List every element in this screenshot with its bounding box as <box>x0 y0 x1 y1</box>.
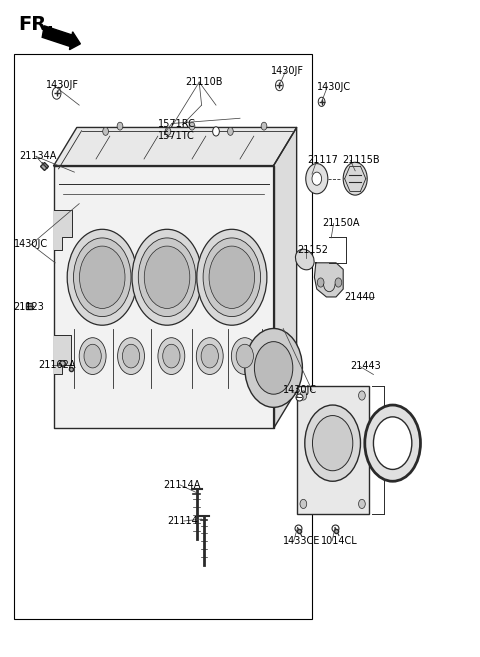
Text: 1430JC: 1430JC <box>317 81 351 92</box>
Circle shape <box>276 80 283 91</box>
Circle shape <box>306 164 328 194</box>
Circle shape <box>201 344 218 368</box>
Circle shape <box>245 328 302 407</box>
Polygon shape <box>54 166 274 428</box>
Text: 21110B: 21110B <box>185 77 222 87</box>
Circle shape <box>261 122 267 130</box>
Text: 21150A: 21150A <box>323 218 360 229</box>
Text: 1430JC: 1430JC <box>283 385 317 396</box>
Circle shape <box>312 416 353 470</box>
Circle shape <box>138 238 196 317</box>
Text: 1014CL: 1014CL <box>321 535 358 546</box>
Circle shape <box>254 342 293 394</box>
Text: FR.: FR. <box>18 16 54 34</box>
Circle shape <box>300 499 307 509</box>
Circle shape <box>118 338 144 374</box>
Circle shape <box>158 338 185 374</box>
Circle shape <box>144 246 190 308</box>
Circle shape <box>231 338 258 374</box>
Polygon shape <box>314 263 343 297</box>
Text: 21114: 21114 <box>167 516 198 526</box>
Text: 21123: 21123 <box>13 302 44 313</box>
FancyArrow shape <box>42 26 80 50</box>
Circle shape <box>305 405 360 481</box>
Circle shape <box>117 122 123 130</box>
Circle shape <box>197 229 267 325</box>
Text: 1430JC: 1430JC <box>14 239 48 250</box>
Circle shape <box>73 238 131 317</box>
Text: 1430JF: 1430JF <box>46 80 79 91</box>
Circle shape <box>189 122 195 130</box>
Circle shape <box>335 278 342 287</box>
Circle shape <box>236 344 253 368</box>
Circle shape <box>132 229 202 325</box>
Circle shape <box>317 278 324 287</box>
Circle shape <box>209 246 254 308</box>
Bar <box>14 54 312 619</box>
Bar <box>297 386 369 514</box>
Circle shape <box>203 238 261 317</box>
Text: 1571RC: 1571RC <box>158 118 196 129</box>
Polygon shape <box>274 127 297 428</box>
Circle shape <box>84 344 101 368</box>
Circle shape <box>52 87 61 99</box>
Circle shape <box>318 97 325 106</box>
Circle shape <box>196 338 223 374</box>
Text: 1430JF: 1430JF <box>271 66 304 76</box>
Polygon shape <box>54 335 71 374</box>
Circle shape <box>80 246 125 308</box>
Circle shape <box>213 127 219 136</box>
Circle shape <box>67 229 137 325</box>
Text: 21443: 21443 <box>350 361 381 371</box>
Polygon shape <box>54 210 72 250</box>
Circle shape <box>343 162 367 195</box>
Text: 21152: 21152 <box>298 244 329 255</box>
Circle shape <box>165 127 171 135</box>
Circle shape <box>373 417 412 469</box>
Text: 21114A: 21114A <box>163 480 201 490</box>
Ellipse shape <box>296 249 314 270</box>
Circle shape <box>79 338 106 374</box>
Text: 21162A: 21162A <box>38 360 76 371</box>
Text: 1571TC: 1571TC <box>158 131 195 141</box>
Text: 21440: 21440 <box>345 292 375 302</box>
Polygon shape <box>54 127 297 166</box>
Circle shape <box>359 391 365 400</box>
Text: 1433CE: 1433CE <box>283 535 321 546</box>
Text: 21117: 21117 <box>307 155 338 166</box>
Circle shape <box>359 499 365 509</box>
Circle shape <box>103 127 108 135</box>
Circle shape <box>300 391 307 400</box>
Text: 21115B: 21115B <box>342 155 379 166</box>
Text: 21134A: 21134A <box>19 151 57 162</box>
Circle shape <box>365 405 420 481</box>
Circle shape <box>122 344 140 368</box>
Circle shape <box>312 172 322 185</box>
Circle shape <box>163 344 180 368</box>
Circle shape <box>228 127 233 135</box>
